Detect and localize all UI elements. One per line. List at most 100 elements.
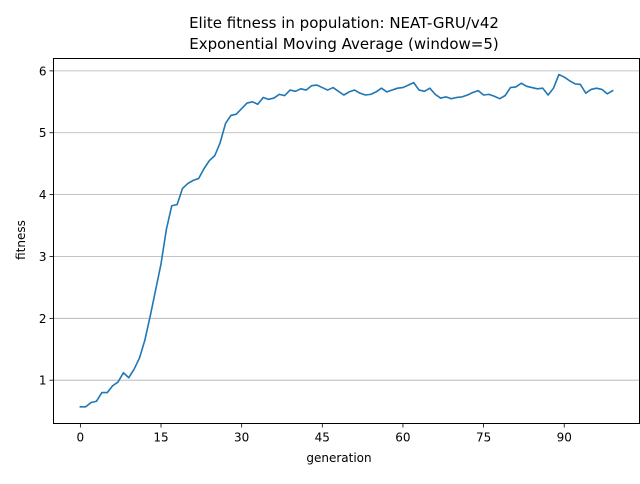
y-axis-ticks: 1 2 3 4 5 6 xyxy=(39,64,54,388)
data-point xyxy=(117,381,119,383)
chart-subtitle: Exponential Moving Average (window=5) xyxy=(189,35,499,53)
data-point xyxy=(300,88,302,90)
data-point xyxy=(466,94,469,96)
y-tick-label: 4 xyxy=(39,188,47,202)
data-point xyxy=(332,86,334,89)
y-tick-label: 5 xyxy=(39,126,47,140)
data-point xyxy=(558,73,560,76)
data-point xyxy=(305,89,307,91)
series-points xyxy=(79,73,614,408)
data-point xyxy=(493,95,495,97)
data-point xyxy=(547,94,549,96)
data-point xyxy=(569,80,571,82)
x-tick-label: 90 xyxy=(557,431,572,445)
data-point xyxy=(203,168,205,170)
x-tick-label: 30 xyxy=(234,431,249,445)
x-tick-label: 0 xyxy=(77,431,85,445)
data-point xyxy=(235,113,237,115)
data-point xyxy=(198,177,200,180)
data-point xyxy=(429,87,431,89)
data-point xyxy=(407,84,409,86)
x-axis-label: generation xyxy=(306,451,371,465)
data-point xyxy=(574,83,576,85)
data-point xyxy=(461,96,463,98)
data-point xyxy=(267,98,270,100)
data-point xyxy=(612,90,614,92)
data-point xyxy=(606,93,608,95)
data-point xyxy=(579,83,581,86)
data-point xyxy=(526,85,528,87)
data-point xyxy=(133,368,135,370)
data-point xyxy=(85,406,87,408)
data-point xyxy=(520,82,522,84)
data-point xyxy=(224,122,227,125)
data-point xyxy=(176,203,178,206)
data-point xyxy=(181,187,184,190)
data-point xyxy=(316,84,318,86)
data-point xyxy=(214,155,216,157)
data-point xyxy=(219,142,221,144)
chart-title: Elite fitness in population: NEAT-GRU/v4… xyxy=(189,14,499,32)
data-point xyxy=(327,89,329,91)
data-point xyxy=(79,406,81,408)
data-point xyxy=(284,95,286,97)
data-point xyxy=(160,263,162,265)
data-point xyxy=(343,94,345,96)
data-point xyxy=(230,114,232,117)
data-point xyxy=(542,87,544,89)
data-point xyxy=(155,289,157,291)
data-point xyxy=(499,98,501,100)
data-point xyxy=(208,159,211,162)
data-point xyxy=(418,89,420,91)
data-point xyxy=(251,101,254,103)
y-tick-label: 6 xyxy=(39,64,47,78)
data-point xyxy=(450,98,452,100)
data-point xyxy=(536,88,538,90)
data-point xyxy=(375,91,377,93)
data-point xyxy=(112,385,114,387)
data-point xyxy=(364,94,366,96)
x-tick-label: 45 xyxy=(315,431,330,445)
data-point xyxy=(515,86,517,88)
x-tick-label: 75 xyxy=(476,431,491,445)
y-axis-label: fitness xyxy=(14,220,28,260)
data-point xyxy=(144,339,146,341)
data-point xyxy=(472,91,474,94)
data-point xyxy=(149,315,151,317)
x-tick-label: 15 xyxy=(153,431,168,445)
plot-area xyxy=(53,58,640,424)
data-point xyxy=(439,97,442,99)
y-tick-label: 2 xyxy=(39,312,47,326)
data-point xyxy=(402,86,404,89)
data-point xyxy=(95,400,98,402)
data-point xyxy=(101,391,103,394)
data-point xyxy=(488,93,490,95)
data-point xyxy=(122,372,124,374)
data-point xyxy=(106,391,108,394)
data-point xyxy=(509,86,512,89)
data-point xyxy=(348,91,350,93)
data-point xyxy=(456,96,458,99)
data-point xyxy=(171,205,173,207)
data-point xyxy=(321,86,323,89)
data-point xyxy=(445,96,447,98)
data-point xyxy=(289,89,291,91)
data-point xyxy=(262,96,264,99)
data-point xyxy=(585,92,587,94)
y-tick-label: 3 xyxy=(39,250,47,264)
data-point xyxy=(391,89,393,91)
data-point xyxy=(601,88,603,91)
data-point xyxy=(413,82,415,84)
data-point xyxy=(477,90,479,92)
data-point xyxy=(278,93,280,95)
data-point xyxy=(482,94,485,96)
data-point xyxy=(241,108,243,110)
data-point xyxy=(396,87,399,89)
data-point xyxy=(423,90,426,92)
x-axis-ticks: 0 15 30 45 60 75 90 xyxy=(77,423,572,445)
data-point xyxy=(595,87,598,89)
series-line xyxy=(79,73,614,408)
data-point xyxy=(552,87,555,89)
data-point xyxy=(138,357,141,359)
